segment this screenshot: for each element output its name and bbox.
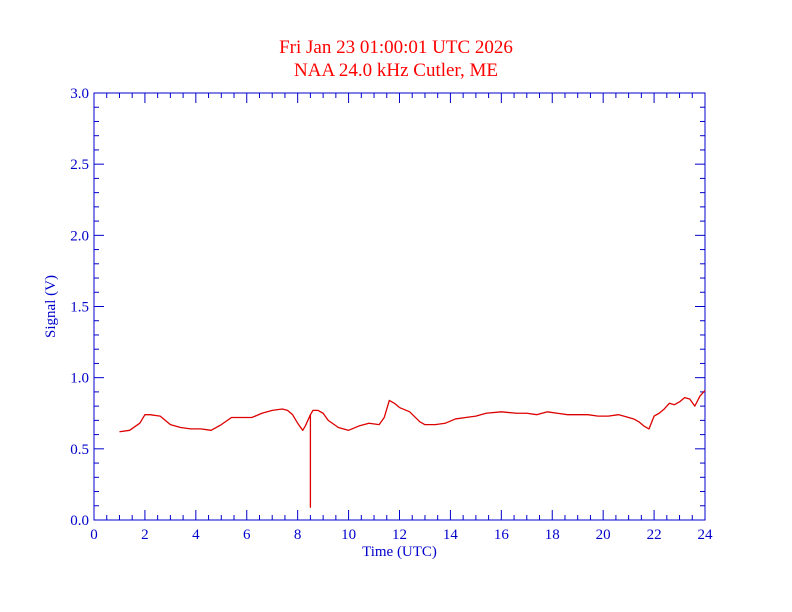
x-tick-label: 24 bbox=[698, 527, 714, 543]
axis-tick-labels: 0 2 4 6 8 10 12 14 16 18 20 22 240.00.51.01.52.02.53… bbox=[70, 86, 713, 543]
y-tick-label: 2.0 bbox=[70, 228, 89, 244]
y-tick-label: 0.0 bbox=[70, 513, 89, 529]
x-tick-label: 10 bbox=[341, 527, 356, 543]
chart-subtitle: NAA 24.0 kHz Cutler, ME bbox=[294, 60, 498, 81]
x-tick-label: 0 bbox=[90, 527, 98, 543]
y-tick-label: 2.5 bbox=[70, 157, 89, 173]
x-tick-label: 2 bbox=[141, 527, 149, 543]
x-tick-label: 22 bbox=[647, 527, 662, 543]
x-tick-label: 4 bbox=[192, 527, 200, 543]
chart-title: Fri Jan 23 01:00:01 UTC 2026 bbox=[279, 37, 513, 58]
x-tick-label: 20 bbox=[596, 527, 611, 543]
y-tick-label: 0.5 bbox=[70, 442, 89, 458]
y-tick-label: 3.0 bbox=[70, 86, 89, 102]
x-tick-label: 14 bbox=[443, 527, 459, 543]
x-tick-label: 6 bbox=[243, 527, 251, 543]
x-tick-label: 12 bbox=[392, 527, 407, 543]
signal-series-line bbox=[119, 390, 706, 508]
x-axis-label: Time (UTC) bbox=[362, 544, 437, 560]
x-tick-label: 18 bbox=[545, 527, 560, 543]
axis-ticks bbox=[93, 92, 706, 521]
x-tick-label: 8 bbox=[294, 527, 302, 543]
y-tick-label: 1.5 bbox=[70, 300, 89, 316]
y-axis-label: Signal (V) bbox=[43, 275, 59, 338]
y-tick-label: 1.0 bbox=[70, 371, 89, 387]
x-tick-label: 16 bbox=[494, 527, 510, 543]
series-group bbox=[119, 390, 706, 508]
plot-frame bbox=[93, 92, 706, 521]
